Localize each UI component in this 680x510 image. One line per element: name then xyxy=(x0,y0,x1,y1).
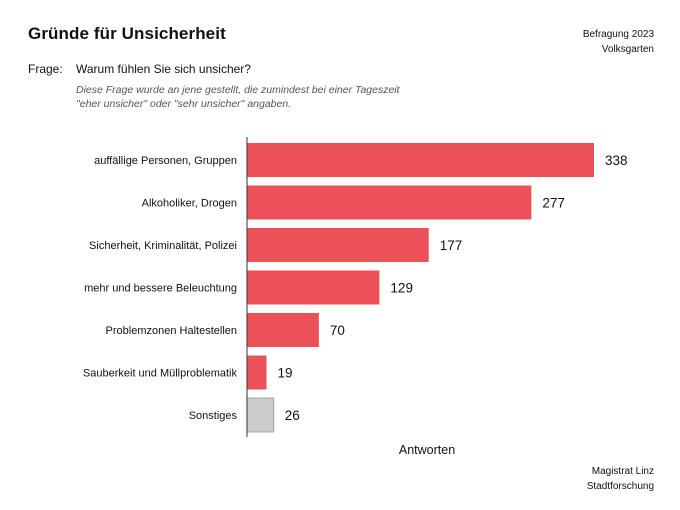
category-label-2: Sicherheit, Kriminalität, Polizei xyxy=(89,240,237,252)
bar-3 xyxy=(247,270,380,305)
bar-5 xyxy=(247,355,267,390)
survey-year: Befragung 2023 xyxy=(582,29,654,40)
question-note: Diese Frage wurde an jene gestellt, die … xyxy=(76,84,400,111)
category-label-4: Problemzonen Haltestellen xyxy=(106,325,237,337)
source-org: Magistrat Linz xyxy=(591,466,654,477)
value-label-0: 338 xyxy=(605,153,628,168)
value-label-1: 277 xyxy=(542,196,565,211)
category-label-1: Alkoholiker, Drogen xyxy=(142,198,237,210)
source-dept: Stadtforschung xyxy=(586,481,654,492)
survey-location: Volksgarten xyxy=(601,44,654,55)
bar-1 xyxy=(247,185,532,220)
value-label-4: 70 xyxy=(330,323,345,338)
value-label-3: 129 xyxy=(390,281,413,296)
value-label-6: 26 xyxy=(285,408,300,423)
survey-info: Befragung 2023 Volksgarten xyxy=(583,27,654,57)
question-label: Frage: xyxy=(28,62,63,76)
category-label-6: Sonstiges xyxy=(189,410,238,422)
value-label-2: 177 xyxy=(440,238,463,253)
bar-2 xyxy=(247,228,429,262)
note-line-2: "eher unsicher" oder "sehr unsicher" ang… xyxy=(76,97,292,110)
category-label-0: auffällige Personen, Gruppen xyxy=(94,155,237,167)
bar-4 xyxy=(247,313,319,347)
note-line-1: Diese Frage wurde an jene gestellt, die … xyxy=(76,84,400,96)
x-axis-label: Antworten xyxy=(399,443,455,457)
chart-title: Gründe für Unsicherheit xyxy=(28,24,226,43)
value-label-5: 19 xyxy=(278,366,293,381)
category-label-5: Sauberkeit und Müllproblematik xyxy=(83,368,238,380)
question-text: Warum fühlen Sie sich unsicher? xyxy=(76,62,251,76)
category-label-3: mehr und bessere Beleuchtung xyxy=(84,283,237,295)
source-info: Magistrat Linz Stadtforschung xyxy=(587,464,654,494)
bar-0 xyxy=(247,143,594,177)
bar-6 xyxy=(246,397,275,433)
